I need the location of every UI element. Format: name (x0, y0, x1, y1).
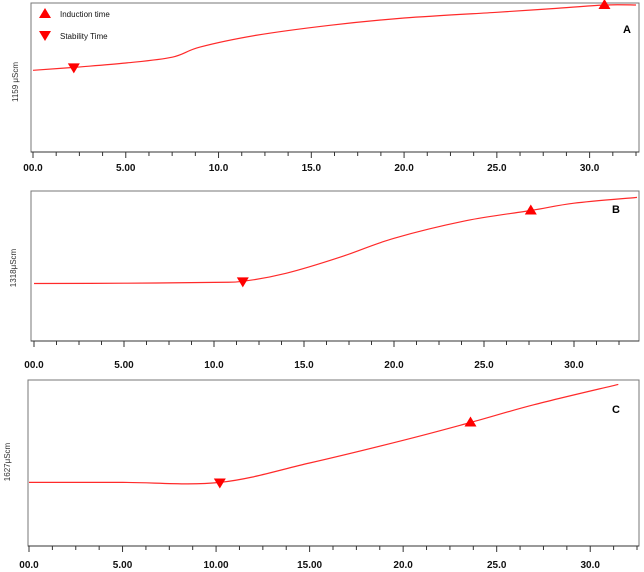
x-tick-label: 20.0 (384, 360, 404, 371)
panel-c-plot (28, 383, 619, 489)
stability-time-marker (213, 478, 226, 489)
panel-a-plot (32, 0, 637, 74)
legend-induction-marker (39, 8, 51, 18)
panel-b-frame (30, 190, 640, 342)
conductivity-curve (33, 196, 638, 285)
x-tick-label: 00.0 (19, 560, 39, 571)
x-tick-label: 5.00 (114, 360, 134, 371)
x-tick-label: 10.0 (204, 360, 224, 371)
x-tick-label: 25.0 (487, 560, 507, 571)
panel-c-ticks (28, 546, 638, 552)
panel-b-letter: B (612, 204, 620, 216)
panel-a-ticks (32, 152, 637, 158)
x-tick-label: 5.00 (116, 163, 136, 174)
x-tick-label: 00.0 (24, 360, 44, 371)
induction-time-marker (524, 204, 537, 215)
panel-b-ticks (33, 341, 620, 347)
x-tick-label: 30.0 (580, 560, 600, 571)
panel-b: 1318μScm B 00.0 5.00 10.0 15.0 20.0 25.0 30.0 (9, 190, 640, 371)
stability-time-marker (67, 63, 80, 74)
panel-c: 1627μScm C 00.0 5.00 10.00 15.00 20.0 25.0 30.… (3, 379, 640, 571)
panel-a-letter: A (623, 24, 631, 36)
conductivity-curve (32, 4, 637, 71)
panel-c-ylabel: 1627μScm (3, 442, 12, 481)
panel-a: 1159 μScm A Induction time Stability Tim… (11, 0, 640, 174)
panel-c-frame (27, 379, 640, 547)
panel-a-legend: Induction time Stability Time (39, 8, 110, 41)
panel-b-tick-labels: 00.0 5.00 10.0 15.0 20.0 25.0 30.0 (24, 360, 584, 371)
x-tick-label: 15.00 (297, 560, 322, 571)
x-tick-label: 15.0 (302, 163, 322, 174)
induction-time-marker (464, 416, 477, 427)
x-tick-label: 5.00 (113, 560, 133, 571)
panel-a-frame (30, 2, 640, 153)
x-tick-label: 30.0 (564, 360, 584, 371)
x-tick-label: 10.00 (204, 560, 229, 571)
induction-time-marker (598, 0, 611, 9)
panel-a-ylabel: 1159 μScm (11, 62, 20, 102)
conductivity-curve (28, 383, 619, 485)
panel-c-tick-labels: 00.0 5.00 10.00 15.00 20.0 25.0 30.0 (19, 560, 600, 571)
stability-time-marker (236, 277, 249, 288)
x-tick-label: 25.0 (487, 163, 507, 174)
x-tick-label: 30.0 (580, 163, 600, 174)
legend-stability-label: Stability Time (60, 32, 108, 41)
legend-induction-label: Induction time (60, 10, 110, 19)
x-tick-label: 00.0 (23, 163, 43, 174)
panel-b-ylabel: 1318μScm (9, 248, 18, 287)
x-tick-label: 10.0 (209, 163, 229, 174)
panel-a-tick-labels: 00.0 5.00 10.0 15.0 20.0 25.0 30.0 (23, 163, 600, 174)
x-tick-label: 15.0 (294, 360, 314, 371)
panel-c-letter: C (612, 404, 620, 416)
x-tick-label: 20.0 (394, 163, 414, 174)
panel-b-plot (33, 196, 638, 288)
x-tick-label: 20.0 (393, 560, 413, 571)
legend-stability-marker (39, 31, 51, 41)
x-tick-label: 25.0 (474, 360, 494, 371)
